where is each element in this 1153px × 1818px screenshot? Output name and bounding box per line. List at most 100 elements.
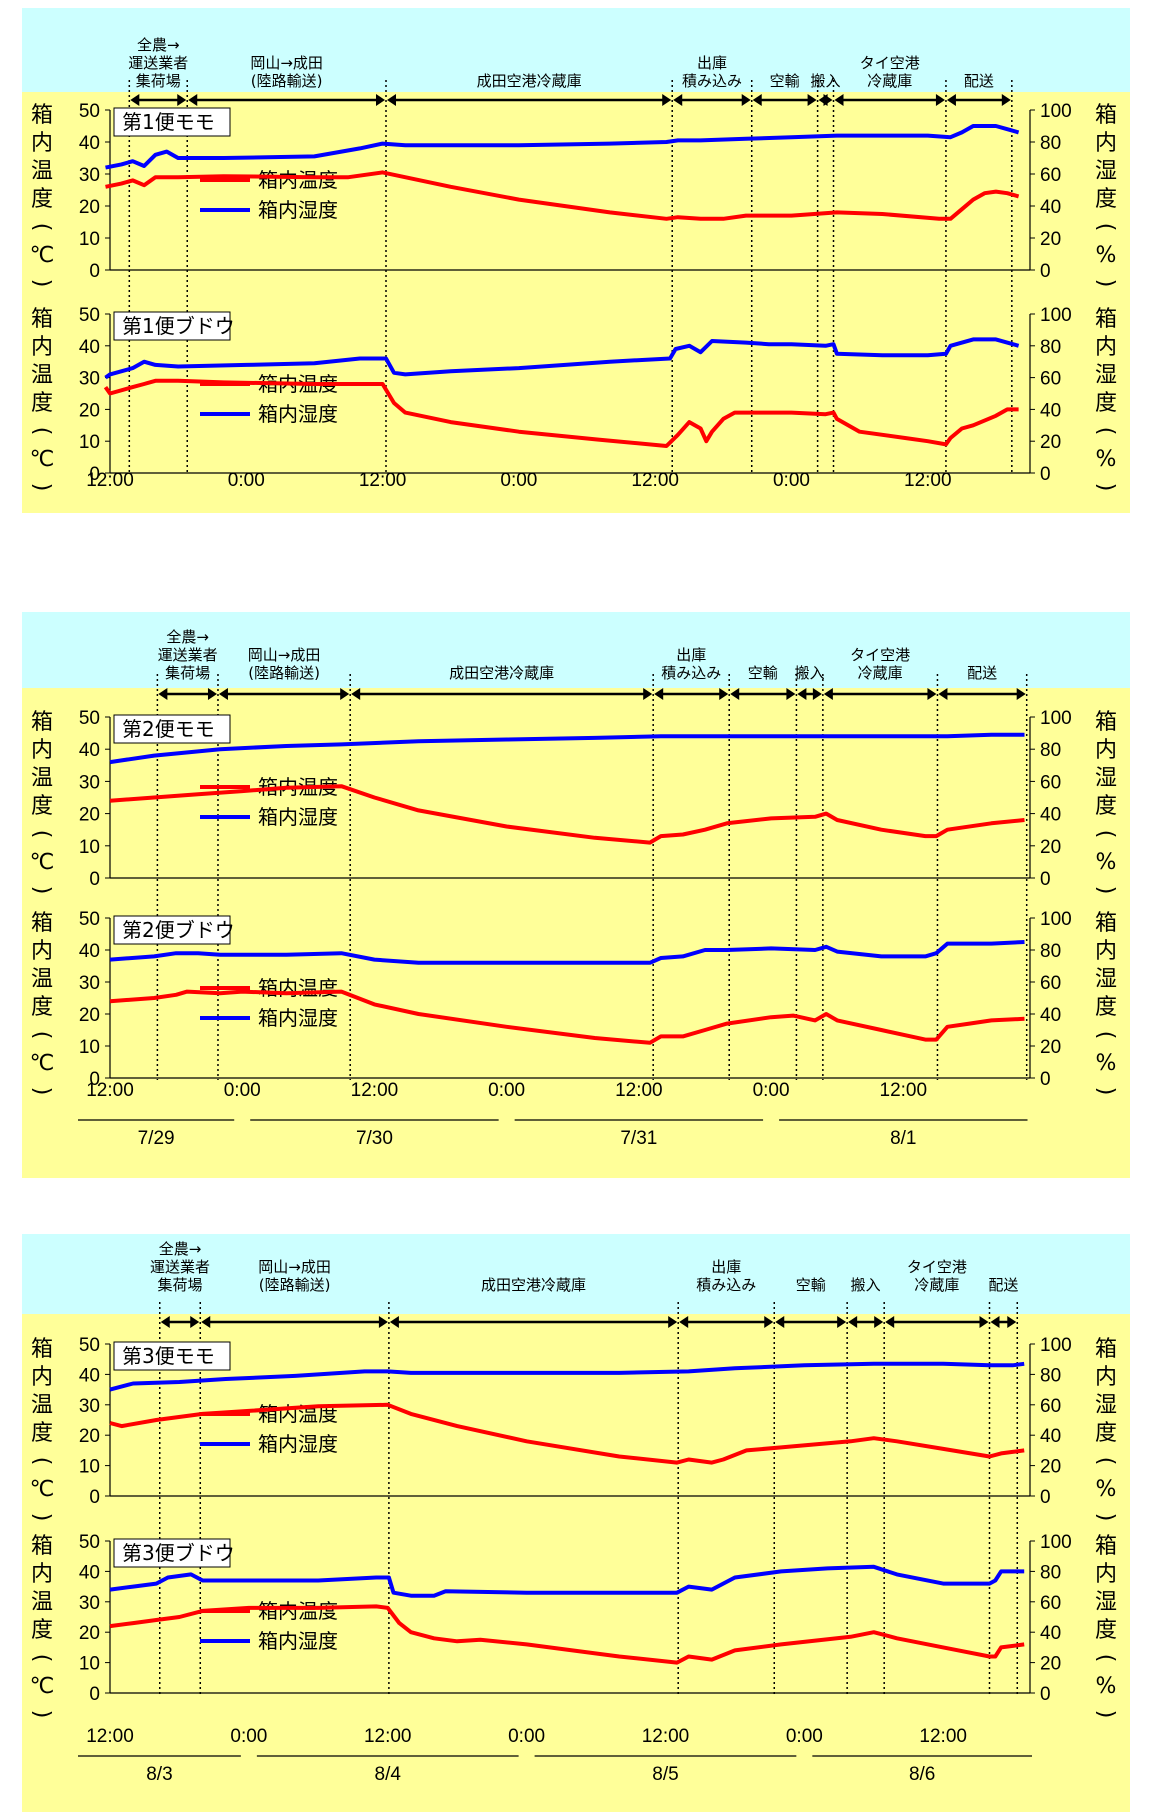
- legend-humid-label: 箱内湿度: [258, 1629, 338, 1653]
- left-axis-label-char: 度: [31, 1618, 53, 1643]
- x-tick-label: 12:00: [359, 470, 407, 491]
- left-axis-label-char: (: [29, 1031, 54, 1040]
- phase-label-3: 出庫積み込み: [661, 646, 721, 682]
- phase-label-0: 全農→運送業者集荷場: [158, 628, 218, 682]
- right-axis-label-char: 内: [1095, 131, 1117, 156]
- right-axis-label-char: (: [1093, 427, 1118, 436]
- date-label-3: 8/1: [890, 1128, 916, 1149]
- phase-label-0: 全農→運送業者集荷場: [150, 1240, 210, 1294]
- phase-label-1: 岡山→成田(陸路輸送): [248, 646, 321, 682]
- left-axis-label-char: 温: [31, 159, 53, 184]
- left-tick-label: 30: [79, 1396, 100, 1417]
- left-axis-label-char: ℃: [30, 850, 55, 875]
- right-tick-label: 60: [1040, 165, 1061, 186]
- x-tick-label: 12:00: [86, 1080, 134, 1101]
- right-tick-label: 0: [1040, 869, 1051, 890]
- left-tick-label: 0: [89, 1684, 100, 1705]
- subchart-title: 第3便モモ: [122, 1344, 215, 1368]
- phase-label-1: 岡山→成田(陸路輸送): [258, 1258, 331, 1294]
- phase-label-2: 成田空港冷蔵庫: [449, 664, 554, 682]
- right-tick-label: 40: [1040, 805, 1061, 826]
- left-axis-label-char: 内: [31, 1562, 53, 1587]
- phase-label-5: 搬入: [811, 72, 841, 90]
- left-tick-label: 30: [79, 369, 100, 390]
- phase-label-7: 配送: [988, 1276, 1018, 1294]
- legend-humid-label: 箱内湿度: [258, 402, 338, 426]
- left-axis-label-char: 度: [31, 1421, 53, 1446]
- right-tick-label: 0: [1040, 1069, 1051, 1090]
- date-label-0: 7/29: [138, 1128, 175, 1149]
- x-tick-label: 12:00: [615, 1080, 663, 1101]
- left-tick-label: 10: [79, 1037, 100, 1058]
- x-tick-label: 12:00: [919, 1726, 967, 1747]
- left-tick-label: 0: [89, 1487, 100, 1508]
- date-label-0: 8/3: [146, 1764, 172, 1785]
- right-axis-label-char: ): [1093, 483, 1118, 492]
- phase-label-4: 空輸: [748, 664, 778, 682]
- left-axis-label-char: 温: [31, 1590, 53, 1615]
- right-axis-label-char: 内: [1095, 335, 1117, 360]
- right-axis-label-char: (: [1093, 1031, 1118, 1040]
- phase-label-1: 岡山→成田(陸路輸送): [250, 54, 323, 90]
- right-tick-label: 100: [1040, 101, 1072, 122]
- right-axis-label-char: (: [1093, 1457, 1118, 1466]
- right-axis-label-char: 度: [1095, 995, 1117, 1020]
- left-tick-label: 40: [79, 1365, 100, 1386]
- left-tick-label: 20: [79, 805, 100, 826]
- left-axis-label-char: ): [29, 1710, 54, 1719]
- legend-temp-label: 箱内温度: [258, 1599, 338, 1623]
- left-tick-label: 0: [89, 261, 100, 282]
- right-tick-label: 40: [1040, 1426, 1061, 1447]
- right-axis-label-char: 湿: [1095, 1590, 1117, 1615]
- x-tick-label: 12:00: [364, 1726, 412, 1747]
- right-tick-label: 40: [1040, 1623, 1061, 1644]
- x-tick-label: 0:00: [753, 1080, 790, 1101]
- flight-2-panel: 全農→運送業者集荷場 岡山→成田(陸路輸送) 成田空港冷蔵庫 出庫積み込み 空輸 搬入 タイ…: [22, 612, 1130, 1178]
- right-axis-label-char: 内: [1095, 738, 1117, 763]
- left-axis-label-char: (: [29, 830, 54, 839]
- right-tick-label: 20: [1040, 1654, 1061, 1675]
- legend-humid-label: 箱内湿度: [258, 1006, 338, 1030]
- left-axis-label-char: 内: [31, 131, 53, 156]
- right-axis-label-char: ): [1093, 1513, 1118, 1522]
- plot-background: [22, 92, 1130, 513]
- flight-1-panel: 全農→運送業者集荷場 岡山→成田(陸路輸送) 成田空港冷蔵庫 出庫積み込み 空輸 搬入 タイ…: [22, 8, 1130, 513]
- left-axis-label-char: 箱: [31, 911, 53, 936]
- flight-3-chart: 全農→運送業者集荷場岡山→成田(陸路輸送) 成田空港冷蔵庫出庫積み込み 空輸 搬入タイ…: [22, 1234, 1130, 1812]
- left-axis-label-char: 度: [31, 187, 53, 212]
- left-axis-label-char: ℃: [30, 1674, 55, 1699]
- right-tick-label: 20: [1040, 1457, 1061, 1478]
- right-axis-label-char: 度: [1095, 794, 1117, 819]
- phase-label-4: 空輸: [796, 1276, 826, 1294]
- subchart-title: 第1便ブドウ: [122, 314, 235, 338]
- right-axis-label-char: (: [1093, 1654, 1118, 1663]
- date-label-3: 8/6: [909, 1764, 935, 1785]
- legend-humid-label: 箱内湿度: [258, 1432, 338, 1456]
- legend-humid-label: 箱内湿度: [258, 805, 338, 829]
- legend-temp-label: 箱内温度: [258, 168, 338, 192]
- phase-label-5: 搬入: [851, 1276, 881, 1294]
- left-axis-label-char: ℃: [30, 1051, 55, 1076]
- left-axis-label-char: (: [29, 223, 54, 232]
- right-tick-label: 100: [1040, 909, 1072, 930]
- subchart-title: 第2便モモ: [122, 717, 215, 741]
- right-tick-label: 0: [1040, 261, 1051, 282]
- phase-label-6: タイ空港冷蔵庫: [860, 54, 920, 90]
- right-axis-label-char: 内: [1095, 1562, 1117, 1587]
- left-tick-label: 50: [79, 909, 100, 930]
- right-axis-label-char: ): [1093, 1710, 1118, 1719]
- x-tick-label: 12:00: [631, 470, 679, 491]
- left-tick-label: 20: [79, 1623, 100, 1644]
- left-tick-label: 20: [79, 1426, 100, 1447]
- left-axis-label-char: 度: [31, 794, 53, 819]
- right-axis-label-char: ): [1093, 886, 1118, 895]
- left-tick-label: 20: [79, 400, 100, 421]
- right-axis-label-char: %: [1096, 243, 1117, 268]
- right-axis-label-char: 度: [1095, 1618, 1117, 1643]
- left-tick-label: 10: [79, 1457, 100, 1478]
- left-axis-label-char: 温: [31, 766, 53, 791]
- right-tick-label: 60: [1040, 772, 1061, 793]
- left-axis-label-char: 内: [31, 738, 53, 763]
- right-axis-label-char: 箱: [1095, 911, 1117, 936]
